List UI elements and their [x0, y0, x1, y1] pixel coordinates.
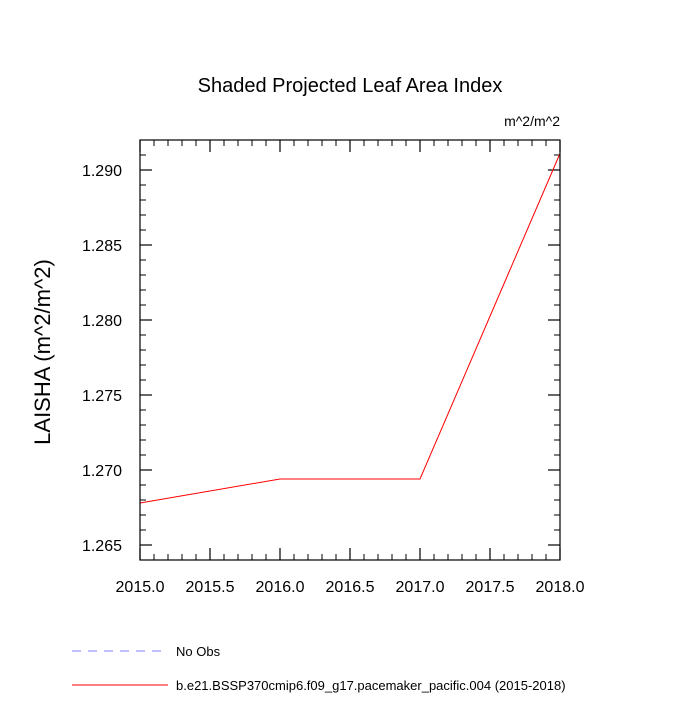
y-tick-label: 1.270 [82, 463, 122, 480]
legend-label-0: No Obs [176, 644, 221, 659]
x-tick-label: 2015.0 [116, 579, 165, 596]
y-axis-label: LAISHA (m^2/m^2) [30, 259, 55, 445]
y-tick-label: 1.275 [82, 388, 122, 405]
chart-title: Shaded Projected Leaf Area Index [198, 75, 503, 97]
series-layer [139, 153, 561, 504]
x-tick-label: 2016.5 [326, 579, 375, 596]
x-tick-label: 2016.0 [256, 579, 305, 596]
units-label: m^2/m^2 [504, 113, 560, 129]
y-tick-label: 1.290 [82, 163, 122, 180]
x-tick-label: 2017.0 [396, 579, 445, 596]
legend-label-1: b.e21.BSSP370cmip6.f09_g17.pacemaker_pac… [176, 678, 566, 693]
series-line-1 [139, 153, 561, 504]
x-tick-labels: 2015.0 2015.5 2016.0 2016.5 2017.0 2017.5 2018… [116, 579, 585, 596]
x-tick-label: 2015.5 [186, 579, 235, 596]
x-tick-label: 2018.0 [536, 579, 585, 596]
minor-ticks [140, 139, 560, 561]
y-tick-label: 1.280 [82, 313, 122, 330]
legend: No Obs b.e21.BSSP370cmip6.f09_g17.pacemak… [72, 644, 566, 693]
plot-frame [139, 139, 561, 561]
y-tick-labels: 1.265 1.270 1.275 1.280 1.285 1.290 [82, 163, 122, 555]
x-tick-label: 2017.5 [466, 579, 515, 596]
y-tick-label: 1.285 [82, 238, 122, 255]
y-tick-label: 1.265 [82, 538, 122, 555]
major-ticks [139, 140, 561, 560]
